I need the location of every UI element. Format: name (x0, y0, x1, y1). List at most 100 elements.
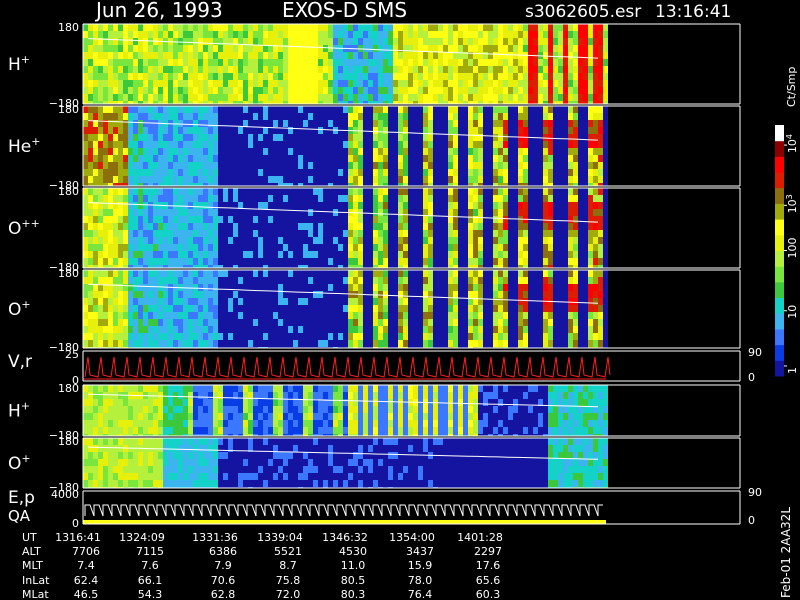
heatmap-cell (528, 230, 533, 237)
heatmap-cell (513, 155, 518, 162)
heatmap-cell (193, 244, 198, 251)
heatmap-cell (303, 31, 308, 38)
heatmap-cell (493, 45, 498, 52)
heatmap-cell (448, 209, 453, 216)
heatmap-cell (483, 195, 488, 202)
heatmap-cell (468, 284, 473, 291)
heatmap-cell (308, 183, 313, 186)
heatmap-cell (308, 258, 313, 265)
heatmap-cell (558, 319, 563, 326)
heatmap-cell (478, 80, 483, 87)
heatmap-cell (123, 162, 128, 169)
heatmap-cell (293, 183, 298, 186)
heatmap-cell (328, 258, 333, 265)
heatmap-cell (323, 265, 328, 268)
heatmap-cell (468, 127, 473, 134)
heatmap-cell (323, 141, 328, 148)
heatmap-cell (428, 319, 433, 326)
heatmap-cell (153, 312, 158, 319)
heatmap-cell (348, 277, 353, 284)
heatmap-cell (328, 209, 333, 216)
heatmap-cell (278, 31, 283, 38)
heatmap-cell (593, 59, 598, 66)
heatmap-cell (343, 134, 348, 141)
heatmap-cell (473, 183, 478, 186)
heatmap-cell (473, 326, 478, 333)
heatmap-cell (478, 305, 483, 312)
heatmap-cell (88, 38, 93, 45)
heatmap-cell (328, 162, 333, 169)
heatmap-cell (398, 298, 403, 305)
heatmap-cell (583, 24, 588, 31)
heatmap-cell (563, 134, 568, 141)
heatmap-cell (498, 230, 503, 237)
heatmap-cell (328, 305, 333, 312)
heatmap-cell (498, 176, 503, 183)
heatmap-cell (413, 251, 418, 258)
heatmap-cell (528, 127, 533, 134)
heatmap-cell (208, 45, 213, 52)
heatmap-cell (568, 38, 573, 45)
heatmap-cell (263, 202, 268, 209)
heatmap-cell (133, 277, 138, 284)
heatmap-cell (208, 333, 213, 340)
heatmap-cell (283, 258, 288, 265)
heatmap-cell (173, 127, 178, 134)
heatmap-cell (308, 120, 313, 127)
heatmap-cell (228, 188, 233, 195)
heatmap-cell (183, 251, 188, 258)
heatmap-cell (103, 169, 108, 176)
heatmap-cell (98, 59, 103, 66)
heatmap-cell (473, 113, 478, 120)
heatmap-cell (358, 94, 363, 101)
heatmap-cell (403, 101, 408, 104)
heatmap-cell (183, 305, 188, 312)
heatmap-cell (178, 148, 183, 155)
heatmap-cell (178, 59, 183, 66)
heatmap-cell (488, 319, 493, 326)
heatmap-cell (418, 312, 423, 319)
heatmap-cell (463, 319, 468, 326)
heatmap-cell (578, 94, 583, 101)
heatmap-cell (198, 73, 203, 80)
heatmap-cell (543, 251, 548, 258)
heatmap-cell (213, 169, 218, 176)
heatmap-cell (303, 270, 308, 277)
heatmap-cell (403, 284, 408, 291)
heatmap-cell (458, 305, 463, 312)
heatmap-cell (383, 258, 388, 265)
heatmap-cell (558, 223, 563, 230)
heatmap-cell (273, 162, 278, 169)
heatmap-cell (453, 183, 458, 186)
heatmap-cell (343, 312, 348, 319)
heatmap-cell (368, 31, 373, 38)
heatmap-cell (248, 87, 253, 94)
heatmap-cell (433, 80, 438, 87)
heatmap-cell (118, 141, 123, 148)
heatmap-cell (203, 312, 208, 319)
heatmap-cell (143, 66, 148, 73)
heatmap-cell (228, 230, 233, 237)
heatmap-cell (603, 59, 608, 66)
heatmap-cell (243, 38, 248, 45)
heatmap-cell (163, 52, 168, 59)
heatmap-cell (353, 176, 358, 183)
heatmap-cell (98, 223, 103, 230)
heatmap-cell (288, 284, 293, 291)
heatmap-cell (408, 31, 413, 38)
heatmap-cell (378, 59, 383, 66)
heatmap-cell (578, 244, 583, 251)
heatmap-cell (573, 155, 578, 162)
heatmap-cell (408, 155, 413, 162)
heatmap-cell (243, 183, 248, 186)
heatmap-cell (263, 120, 268, 127)
heatmap-cell (543, 87, 548, 94)
heatmap-cell (83, 183, 88, 186)
heatmap-cell (493, 319, 498, 326)
heatmap-cell (588, 251, 593, 258)
heatmap-cell (263, 237, 268, 244)
heatmap-cell (488, 209, 493, 216)
heatmap-cell (293, 106, 298, 113)
heatmap-cell (103, 312, 108, 319)
heatmap-cell (238, 223, 243, 230)
